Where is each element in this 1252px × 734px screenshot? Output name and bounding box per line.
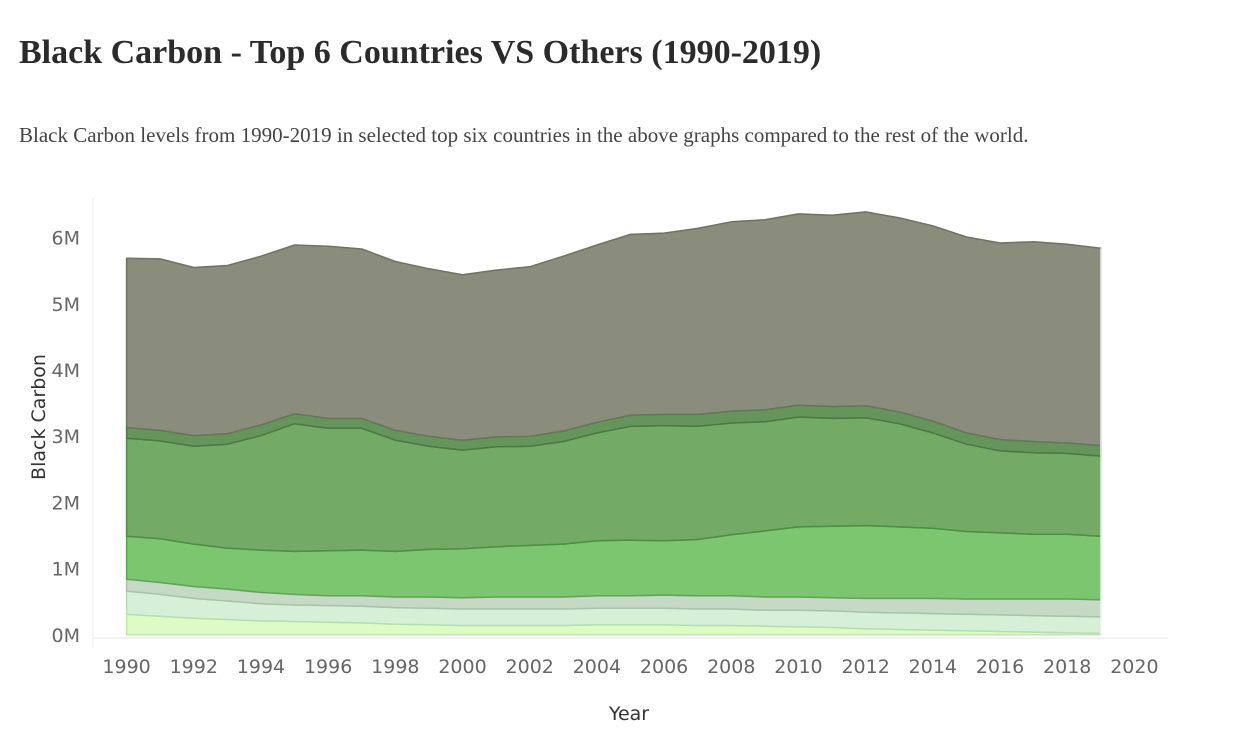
x-tick-label: 2012 bbox=[841, 656, 889, 678]
y-tick-label: 0M bbox=[52, 625, 80, 647]
page-title: Black Carbon - Top 6 Countries VS Others… bbox=[19, 34, 822, 71]
y-tick-label: 2M bbox=[52, 492, 80, 514]
x-tick-label: 2008 bbox=[707, 656, 755, 678]
y-axis-ticks: 0M 1M 2M 3M 4M 5M 6M bbox=[52, 228, 80, 647]
x-tick-label: 2006 bbox=[640, 656, 688, 678]
y-tick-label: 5M bbox=[52, 294, 80, 316]
x-tick-label: 1998 bbox=[371, 656, 419, 678]
x-tick-label: 2014 bbox=[909, 656, 957, 678]
y-axis-title: Black Carbon bbox=[28, 354, 50, 480]
area-series-group bbox=[125, 211, 1102, 636]
x-tick-label: 2000 bbox=[438, 656, 486, 678]
x-tick-label: 1990 bbox=[102, 656, 150, 678]
x-tick-label: 2004 bbox=[573, 656, 621, 678]
y-tick-label: 6M bbox=[52, 228, 80, 250]
x-tick-label: 1994 bbox=[237, 656, 285, 678]
y-tick-label: 3M bbox=[52, 426, 80, 448]
x-tick-label: 2010 bbox=[774, 656, 822, 678]
x-axis-ticks: 1990 1992 1994 1996 1998 2000 2002 2004 2006 2008… bbox=[102, 656, 1158, 678]
x-tick-label: 2018 bbox=[1043, 656, 1091, 678]
area-series-7 bbox=[125, 211, 1102, 447]
x-tick-label: 2002 bbox=[506, 656, 554, 678]
x-tick-label: 2016 bbox=[976, 656, 1024, 678]
y-tick-label: 1M bbox=[52, 559, 80, 581]
x-tick-label: 1996 bbox=[304, 656, 352, 678]
x-tick-label: 1992 bbox=[170, 656, 218, 678]
y-tick-label: 4M bbox=[52, 360, 80, 382]
page-subtitle: Black Carbon levels from 1990-2019 in se… bbox=[19, 123, 1029, 147]
x-axis-title: Year bbox=[608, 703, 649, 725]
x-tick-label: 2020 bbox=[1110, 656, 1158, 678]
